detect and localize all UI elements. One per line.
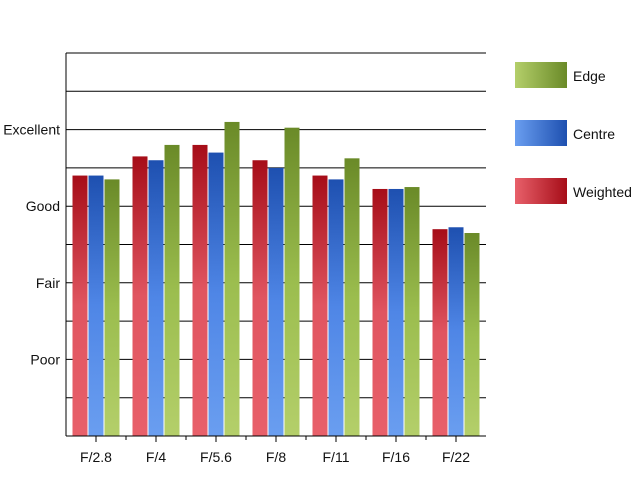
bar-weighted-f8 — [252, 160, 268, 437]
y-tick-label: Poor — [30, 351, 60, 367]
bar-centre-f4 — [148, 160, 164, 437]
bar-weighted-f56 — [192, 144, 208, 437]
x-tick-label: F/8 — [266, 449, 286, 465]
x-tick-label: F/4 — [146, 449, 166, 465]
x-tick-label: F/16 — [382, 449, 410, 465]
bar-centre-f16 — [388, 188, 404, 436]
legend-label-edge: Edge — [573, 68, 606, 84]
bar-edge-f56 — [224, 121, 240, 436]
bars — [72, 121, 480, 437]
legend-label-weighted: Weighted — [573, 184, 632, 200]
axes — [65, 53, 486, 442]
x-tick-label: F/2.8 — [80, 449, 112, 465]
x-tick-label: F/5.6 — [200, 449, 232, 465]
legend-label-centre: Centre — [573, 126, 615, 142]
bar-edge-f16 — [404, 187, 420, 436]
bar-weighted-f11 — [312, 175, 328, 436]
x-tick-label: F/11 — [323, 449, 350, 465]
legend: Edge Centre Weighted — [515, 62, 632, 204]
legend-swatch-edge — [515, 62, 567, 88]
x-tick-labels: F/2.8 F/4 F/5.6 F/8 F/11 F/16 F/22 — [80, 449, 470, 465]
y-tick-label: Fair — [36, 275, 60, 291]
bar-edge-f28 — [104, 179, 120, 436]
bar-edge-f22 — [464, 233, 480, 436]
y-tick-label: Excellent — [3, 122, 60, 138]
bar-centre-f22 — [448, 227, 464, 436]
bar-weighted-f16 — [372, 188, 388, 436]
bar-weighted-f28 — [72, 175, 88, 436]
y-tick-label: Good — [26, 198, 60, 214]
bar-weighted-f22 — [432, 229, 448, 436]
bar-edge-f4 — [164, 144, 180, 437]
bar-edge-f8 — [284, 127, 300, 436]
y-tick-labels: Poor Fair Good Excellent — [3, 122, 60, 368]
x-tick-label: F/22 — [442, 449, 470, 465]
bar-weighted-f4 — [132, 156, 148, 436]
bar-centre-f28 — [88, 175, 104, 436]
bar-centre-f56 — [208, 152, 224, 436]
bar-centre-f11 — [328, 179, 344, 436]
bar-centre-f8 — [268, 167, 284, 436]
legend-swatch-centre — [515, 120, 567, 146]
bar-edge-f11 — [344, 158, 360, 436]
legend-swatch-weighted — [515, 178, 567, 204]
